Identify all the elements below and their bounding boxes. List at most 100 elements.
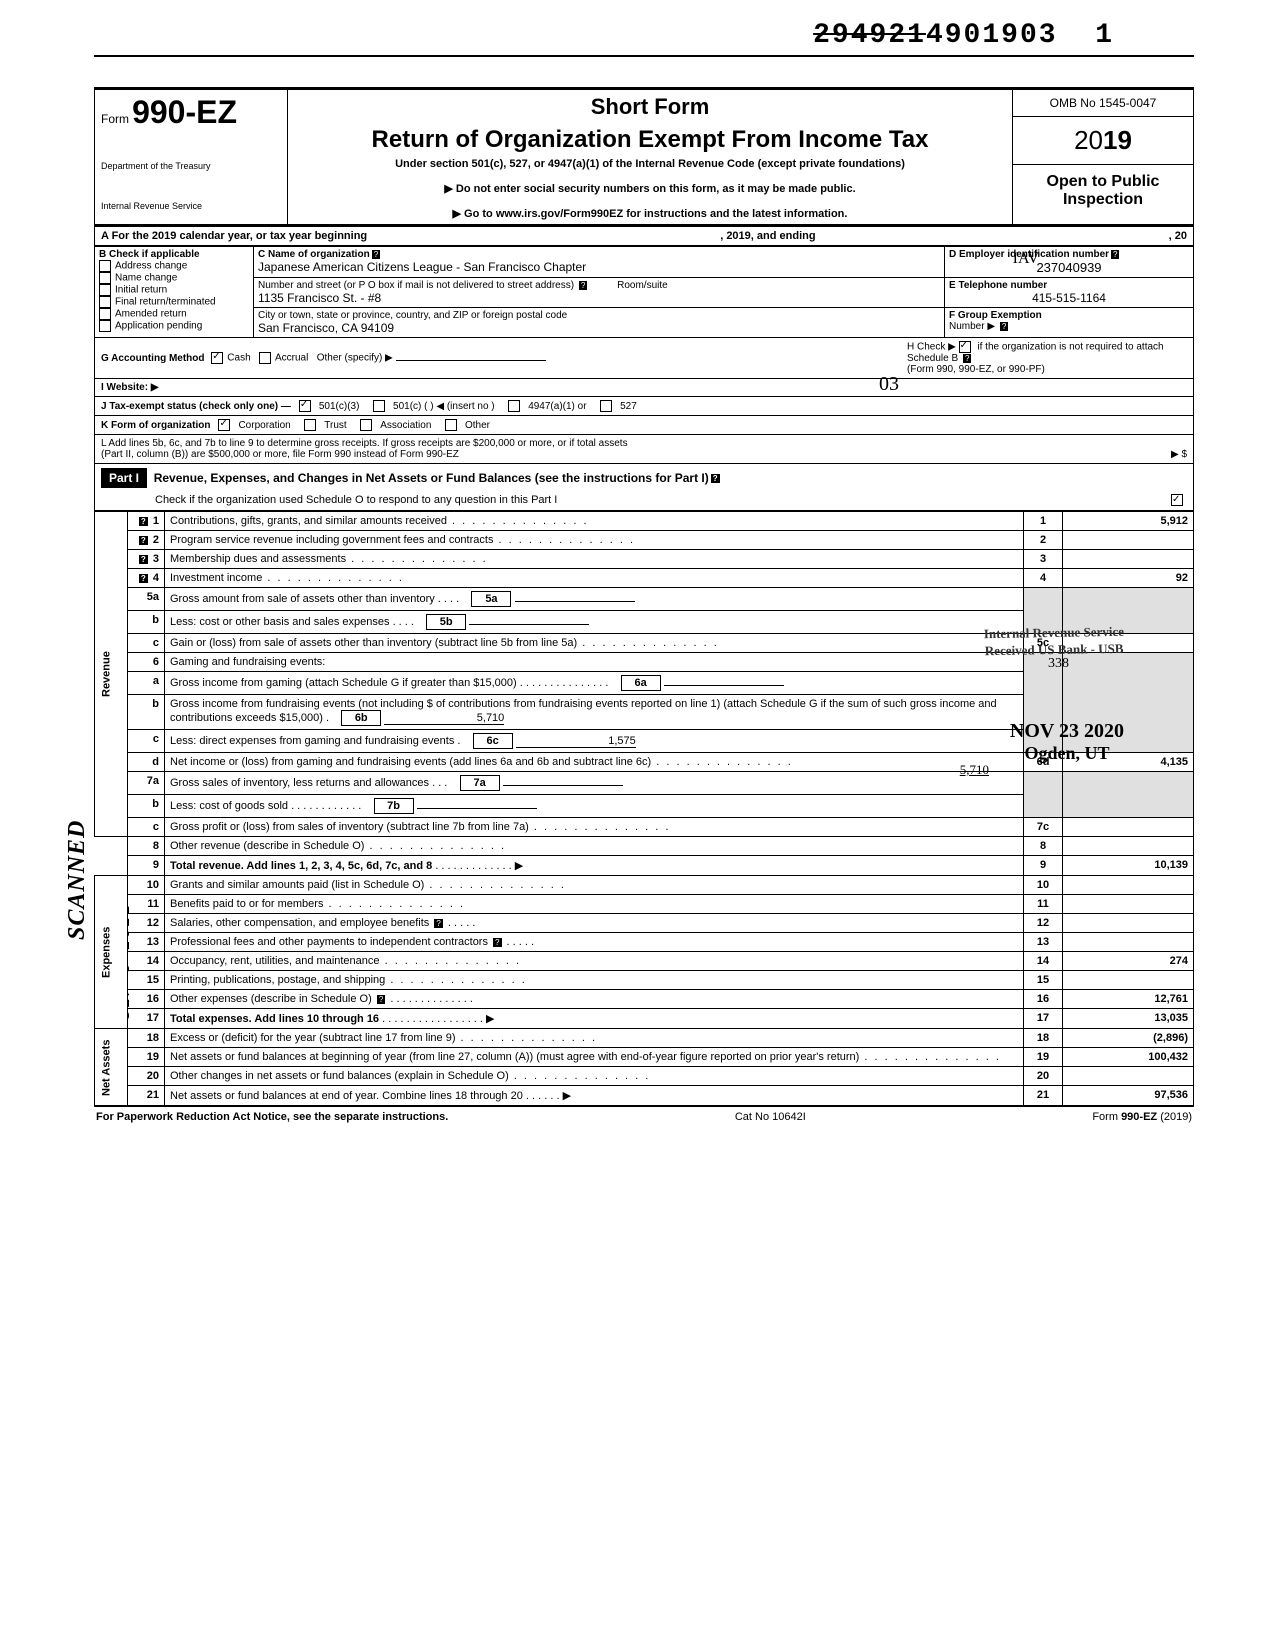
- b-item-5[interactable]: Application pending: [99, 320, 249, 332]
- form-word: Form: [101, 112, 129, 126]
- line-10-num: 10: [128, 876, 165, 895]
- input-7b[interactable]: [417, 808, 537, 809]
- line-20-text: Other changes in net assets or fund bala…: [165, 1067, 1024, 1086]
- b-item-1[interactable]: Name change: [99, 272, 249, 284]
- checkbox-cash[interactable]: [211, 352, 223, 364]
- line-7b-text: Less: cost of goods sold . . . . . . . .…: [165, 795, 1024, 818]
- b-item-3[interactable]: Final return/terminated: [99, 296, 249, 308]
- stamp-irs-line2: Received US Bank - USB: [984, 641, 1124, 660]
- section-d: D Employer identification number? 237040…: [945, 247, 1194, 278]
- line-12-amt: [1063, 914, 1194, 933]
- j-label: J Tax-exempt status (check only one) —: [101, 401, 291, 412]
- h-text1: H Check ▶: [907, 342, 956, 353]
- line-7c-amtnum: 7c: [1024, 818, 1063, 837]
- row-a-mid: , 2019, and ending: [720, 230, 815, 242]
- checkbox-501c[interactable]: [373, 400, 385, 412]
- form-header: Form 990-EZ Department of the Treasury I…: [94, 87, 1194, 227]
- checkbox-assoc[interactable]: [360, 419, 372, 431]
- k-opt-0: Corporation: [238, 420, 290, 431]
- help-icon[interactable]: ?: [372, 250, 380, 259]
- input-6a[interactable]: [664, 685, 784, 686]
- line-6a-text: Gross income from gaming (attach Schedul…: [165, 672, 1024, 695]
- row-k: K Form of organization Corporation Trust…: [94, 416, 1194, 435]
- ssn-warning: ▶ Do not enter social security numbers o…: [294, 182, 1006, 195]
- help-icon[interactable]: ?: [434, 919, 442, 928]
- line-4-num: ? 4: [128, 569, 165, 588]
- stamp-scanned: SCANNED: [64, 820, 91, 940]
- line-21-text: Net assets or fund balances at end of ye…: [165, 1086, 1024, 1106]
- line-21-num: 21: [128, 1086, 165, 1106]
- line-5a-text: Gross amount from sale of assets other t…: [165, 588, 1024, 611]
- form-page: 2949214901903 1 IAV 03 5,710 338 Interna…: [94, 20, 1194, 1127]
- help-icon[interactable]: ?: [1111, 250, 1119, 259]
- dln-struck: 294921: [813, 20, 926, 51]
- dept-line2: Internal Revenue Service: [101, 201, 281, 211]
- f-label: F Group Exemption: [949, 310, 1042, 321]
- line-8-text: Other revenue (describe in Schedule O): [165, 837, 1024, 856]
- gray-7: [1024, 772, 1063, 818]
- line-18-text: Excess or (deficit) for the year (subtra…: [165, 1029, 1024, 1048]
- input-6b[interactable]: 5,710: [384, 712, 504, 725]
- help-icon[interactable]: ?: [1000, 322, 1008, 331]
- checkbox-h[interactable]: [959, 341, 971, 353]
- line-8-amtnum: 8: [1024, 837, 1063, 856]
- row-i: I Website: ▶: [94, 379, 1194, 397]
- line-13-num: 13: [128, 933, 165, 952]
- footer-left: For Paperwork Reduction Act Notice, see …: [96, 1111, 448, 1123]
- gray-7-val: [1063, 772, 1194, 818]
- box-5a: 5a: [471, 591, 511, 607]
- help-icon[interactable]: ?: [493, 938, 501, 947]
- input-6c[interactable]: 1,575: [516, 735, 636, 748]
- j-opt-3: 527: [620, 401, 637, 412]
- line-19-text: Net assets or fund balances at beginning…: [165, 1048, 1024, 1067]
- dln: 2949214901903 1: [94, 20, 1194, 51]
- footer-mid: Cat No 10642I: [735, 1111, 806, 1123]
- line-7c-text: Gross profit or (loss) from sales of inv…: [165, 818, 1024, 837]
- section-e: E Telephone number 415-515-1164: [945, 278, 1194, 308]
- line-15-amt: [1063, 971, 1194, 990]
- checkbox-4947[interactable]: [508, 400, 520, 412]
- b-item-0[interactable]: Address change: [99, 260, 249, 272]
- g-other-input[interactable]: [396, 360, 546, 361]
- input-5b[interactable]: [469, 624, 589, 625]
- page-footer: For Paperwork Reduction Act Notice, see …: [94, 1106, 1194, 1127]
- part-1-label: Part I: [101, 468, 147, 488]
- i-label: I Website: ▶: [101, 382, 159, 393]
- year-bold: 19: [1103, 125, 1132, 155]
- line-10-amt: [1063, 876, 1194, 895]
- line-9-amtnum: 9: [1024, 856, 1063, 876]
- checkbox-501c3[interactable]: [299, 400, 311, 412]
- k-label: K Form of organization: [101, 420, 210, 431]
- line-20-amt: [1063, 1067, 1194, 1086]
- line-3-amtnum: 3: [1024, 550, 1063, 569]
- l-line1: L Add lines 5b, 6c, and 7b to line 9 to …: [101, 438, 1187, 449]
- form-number-cell: Form 990-EZ Department of the Treasury I…: [95, 89, 288, 226]
- line-7c-amt: [1063, 818, 1194, 837]
- checkbox-accrual[interactable]: [259, 352, 271, 364]
- b-item-4[interactable]: Amended return: [99, 308, 249, 320]
- input-7a[interactable]: [503, 785, 623, 786]
- help-icon[interactable]: ?: [377, 995, 385, 1004]
- section-f: F Group Exemption Number ▶ ?: [945, 308, 1194, 338]
- help-icon[interactable]: ?: [711, 474, 720, 483]
- line-10-amtnum: 10: [1024, 876, 1063, 895]
- g-opt-cash: Cash: [227, 353, 250, 364]
- box-6a: 6a: [621, 675, 661, 691]
- checkbox-trust[interactable]: [304, 419, 316, 431]
- line-6c-num: c: [128, 730, 165, 753]
- under-section: Under section 501(c), 527, or 4947(a)(1)…: [294, 158, 1006, 170]
- checkbox-other[interactable]: [445, 419, 457, 431]
- checkbox-schedule-o[interactable]: [1171, 494, 1183, 506]
- checkbox-527[interactable]: [600, 400, 612, 412]
- box-6b: 6b: [341, 710, 381, 726]
- line-12-text: Salaries, other compensation, and employ…: [165, 914, 1024, 933]
- input-5a[interactable]: [515, 601, 635, 602]
- line-7c-num: c: [128, 818, 165, 837]
- dln-rest: 4901903: [926, 20, 1058, 51]
- line-17-amt: 13,035: [1063, 1009, 1194, 1029]
- help-icon[interactable]: ?: [579, 281, 587, 290]
- line-6-text: Gaming and fundraising events:: [165, 653, 1024, 672]
- b-item-2[interactable]: Initial return: [99, 284, 249, 296]
- help-icon[interactable]: ?: [963, 354, 971, 363]
- checkbox-corp[interactable]: [218, 419, 230, 431]
